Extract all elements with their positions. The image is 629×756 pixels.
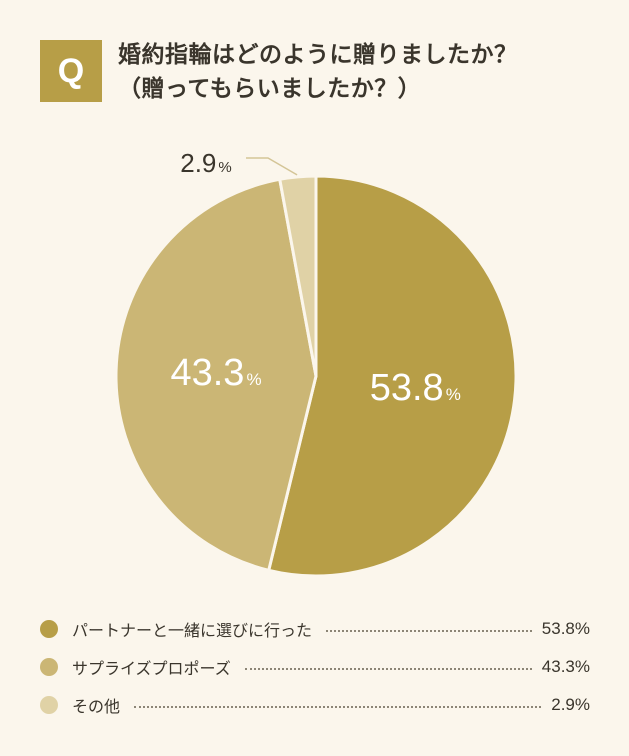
legend-label-other: その他 xyxy=(72,697,121,716)
legend-label-partner: パートナーと一緒に選びに行った xyxy=(72,621,313,640)
legend-value-partner: 53.8% xyxy=(541,619,590,638)
legend-value-surprise: 43.3% xyxy=(541,657,590,676)
legend-item-partner: パートナーと一緒に選びに行った 53.8% xyxy=(40,610,590,648)
pie-slice-other xyxy=(278,174,318,378)
pie-label-other: 2.9% xyxy=(180,148,232,178)
question-text: 婚約指輪はどのように贈りましたか？ （贈ってもらいましたか？） xyxy=(118,38,518,106)
pie-chart: 53.8 % 43.3 % 2.9% xyxy=(114,148,518,578)
legend-dot-partner xyxy=(40,620,58,638)
legend: パートナーと一緒に選びに行った 53.8% サプライズプロポーズ 43.3% そ… xyxy=(40,610,590,724)
question-title: 婚約指輪はどのように贈りましたか？ xyxy=(118,42,518,68)
legend-value-other: 2.9% xyxy=(551,695,590,714)
legend-dot-surprise xyxy=(40,658,58,676)
legend-leader-dots xyxy=(326,630,532,632)
pie-slice-surprise xyxy=(114,177,318,572)
legend-leader-dots xyxy=(134,706,542,708)
question-badge: Q xyxy=(40,40,102,102)
legend-dot-other xyxy=(40,696,58,714)
pie-label-partner: 53.8% xyxy=(370,367,461,409)
legend-leader-dots xyxy=(244,668,532,670)
pie-label-surprise: 43.3% xyxy=(170,352,261,394)
question-subtitle: （贈ってもらいましたか？） xyxy=(118,76,422,102)
legend-label-surprise: サプライズプロポーズ xyxy=(72,659,231,678)
legend-item-other: その他 2.9% xyxy=(40,686,590,724)
legend-item-surprise: サプライズプロポーズ 43.3% xyxy=(40,648,590,686)
question-badge-label: Q xyxy=(57,51,85,90)
pie-slice-partner xyxy=(267,174,518,578)
pie-label-leader-line xyxy=(246,157,298,176)
